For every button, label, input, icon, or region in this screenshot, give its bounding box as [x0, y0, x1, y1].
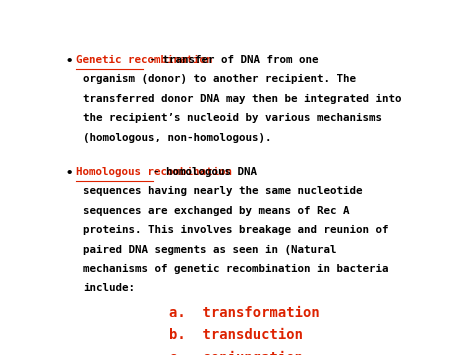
Text: sequences having nearly the same nucleotide: sequences having nearly the same nucleot… — [83, 186, 363, 196]
Text: the recipient’s nucleoid by various mechanisms: the recipient’s nucleoid by various mech… — [83, 113, 382, 123]
Text: proteins. This involves breakage and reunion of: proteins. This involves breakage and reu… — [83, 225, 389, 235]
Text: include:: include: — [83, 283, 135, 294]
Text: sequences are exchanged by means of Rec A: sequences are exchanged by means of Rec … — [83, 206, 350, 216]
Text: a.  transformation: a. transformation — [169, 306, 320, 320]
Text: paired DNA segments as seen in (Natural: paired DNA segments as seen in (Natural — [83, 245, 337, 255]
Text: b.  transduction: b. transduction — [169, 328, 303, 342]
Text: transferred donor DNA may then be integrated into: transferred donor DNA may then be integr… — [83, 94, 401, 104]
Text: c.  conjungation: c. conjungation — [169, 351, 303, 355]
Text: (homologous, non-homologous).: (homologous, non-homologous). — [83, 132, 272, 142]
Text: mechanisms of genetic recombination in bacteria: mechanisms of genetic recombination in b… — [83, 264, 389, 274]
Text: Homologous recombination: Homologous recombination — [76, 167, 232, 177]
Text: - transfer of DNA from one: - transfer of DNA from one — [143, 55, 319, 65]
Text: •: • — [66, 167, 73, 180]
Text: organism (donor) to another recipient. The: organism (donor) to another recipient. T… — [83, 74, 356, 84]
Text: - homologous DNA: - homologous DNA — [153, 167, 257, 177]
Text: •: • — [66, 55, 73, 68]
Text: Genetic recombination: Genetic recombination — [76, 55, 212, 65]
